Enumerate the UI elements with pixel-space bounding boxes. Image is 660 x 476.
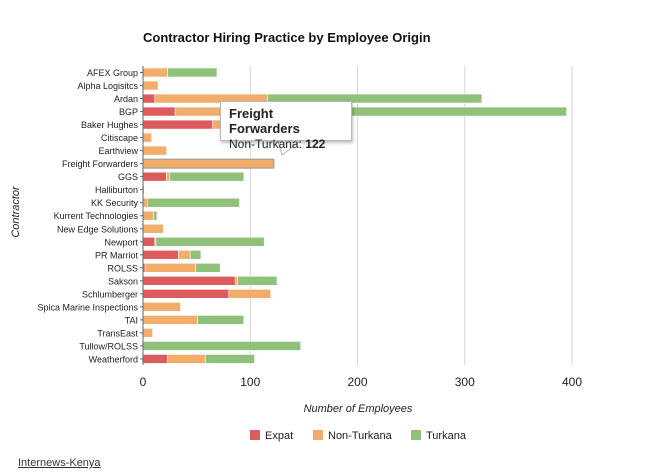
category-label: Newport	[104, 237, 138, 247]
category-label: Tullow/ROLSS	[79, 341, 138, 351]
y-axis-label: Contractor	[10, 185, 22, 238]
x-tick-label: 400	[562, 375, 582, 389]
legend-swatch	[250, 430, 260, 440]
category-label: KK Security	[91, 198, 139, 208]
category-label: GGS	[118, 172, 138, 182]
category-label: Weatherford	[89, 354, 138, 364]
bar-turkana[interactable]	[195, 263, 221, 273]
bar-non-turkana[interactable]	[234, 276, 238, 286]
category-label: AFEX Group	[87, 68, 138, 78]
credit-link[interactable]: Internews-Kenya	[18, 457, 101, 469]
bar-expat[interactable]	[142, 93, 156, 104]
legend-swatch	[313, 430, 323, 440]
x-axis-label: Number of Employees	[304, 403, 413, 415]
category-labels: AFEX Group Alpha Logisitcs Ardan BGP Baker H…	[37, 68, 143, 364]
tooltip-title: Freight Forwarders	[229, 106, 300, 136]
bar-non-turkana[interactable]	[144, 263, 196, 273]
bar-non-turkana[interactable]	[178, 249, 191, 260]
bar-non-turkana[interactable]	[142, 302, 181, 312]
bar-expat[interactable]	[142, 289, 230, 299]
x-tick-label: 200	[347, 375, 367, 389]
category-label: Freight Forwarders	[62, 159, 139, 169]
category-label: Baker Hughes	[81, 120, 139, 130]
category-label: TAI	[125, 315, 138, 325]
category-label: Sakson	[108, 276, 138, 286]
category-label: Citiscape	[101, 133, 138, 143]
bar-turkana[interactable]	[189, 249, 202, 260]
bar-non-turkana[interactable]	[166, 171, 171, 182]
category-label: Ardan	[114, 94, 138, 104]
bar-turkana[interactable]	[167, 67, 218, 78]
bar-expat[interactable]	[142, 236, 156, 247]
category-label: New Edge Solutions	[57, 224, 139, 234]
bar-expat[interactable]	[142, 171, 167, 182]
bar-turkana[interactable]	[169, 171, 245, 182]
bar-non-turkana[interactable]	[142, 158, 275, 169]
bar-non-turkana[interactable]	[142, 67, 168, 78]
bar-non-turkana[interactable]	[142, 80, 159, 91]
bar-expat[interactable]	[142, 106, 176, 117]
category-label: Alpha Logisitcs	[77, 81, 138, 91]
legend-swatch	[411, 430, 421, 440]
tooltip-body: Non-Turkana: 122	[229, 136, 343, 152]
bar-non-turkana[interactable]	[167, 354, 206, 364]
category-label: Kurrent Technologies	[54, 211, 139, 221]
bars	[142, 67, 567, 364]
bar-turkana[interactable]	[197, 315, 245, 325]
bar-turkana[interactable]	[204, 354, 255, 364]
legend-label[interactable]: Non-Turkana	[328, 430, 393, 442]
tooltip: Freight Forwarders Non-Turkana: 122	[220, 101, 352, 151]
bar-non-turkana[interactable]	[174, 106, 224, 117]
bar-turkana[interactable]	[155, 236, 265, 247]
category-label: PR Marriot	[95, 250, 139, 260]
bar-non-turkana[interactable]	[142, 223, 164, 234]
x-tick-label: 100	[240, 375, 260, 389]
chart-title: Contractor Hiring Practice by Employee O…	[143, 30, 431, 45]
bar-non-turkana[interactable]	[142, 210, 155, 221]
bar-turkana[interactable]	[153, 210, 158, 221]
x-tick-label: 300	[455, 375, 475, 389]
bar-expat[interactable]	[142, 119, 214, 130]
category-label: TransEast	[97, 328, 138, 338]
bar-turkana[interactable]	[237, 276, 278, 286]
tooltip-label: Non-Turkana:	[229, 137, 302, 151]
bar-expat[interactable]	[142, 354, 168, 364]
category-label: Spica Marine Inspections	[37, 302, 138, 312]
bar-non-turkana[interactable]	[142, 132, 152, 143]
category-label: Halliburton	[95, 185, 138, 195]
tooltip-value: 122	[305, 137, 326, 151]
tooltip-pointer	[277, 140, 302, 156]
bar-non-turkana[interactable]	[142, 197, 148, 208]
bar-turkana[interactable]	[142, 341, 301, 351]
legend: Expat Non-Turkana Turkana	[250, 430, 467, 442]
bar-non-turkana[interactable]	[142, 145, 167, 156]
legend-label[interactable]: Turkana	[426, 430, 467, 442]
category-label: ROLSS	[107, 263, 138, 273]
bar-turkana[interactable]	[267, 93, 483, 104]
category-label: Earthview	[98, 146, 138, 156]
bar-non-turkana[interactable]	[228, 289, 271, 299]
x-tick-label: 0	[140, 375, 147, 389]
bar-non-turkana[interactable]	[142, 315, 198, 325]
bar-expat[interactable]	[142, 276, 236, 286]
category-label: BGP	[119, 107, 138, 117]
bar-non-turkana[interactable]	[142, 328, 153, 338]
legend-label[interactable]: Expat	[265, 430, 293, 442]
category-label: Schlumberger	[82, 289, 138, 299]
bar-expat[interactable]	[142, 249, 179, 260]
x-tick-labels: 0 100 200 300 400	[140, 375, 583, 389]
bar-turkana[interactable]	[146, 197, 240, 208]
